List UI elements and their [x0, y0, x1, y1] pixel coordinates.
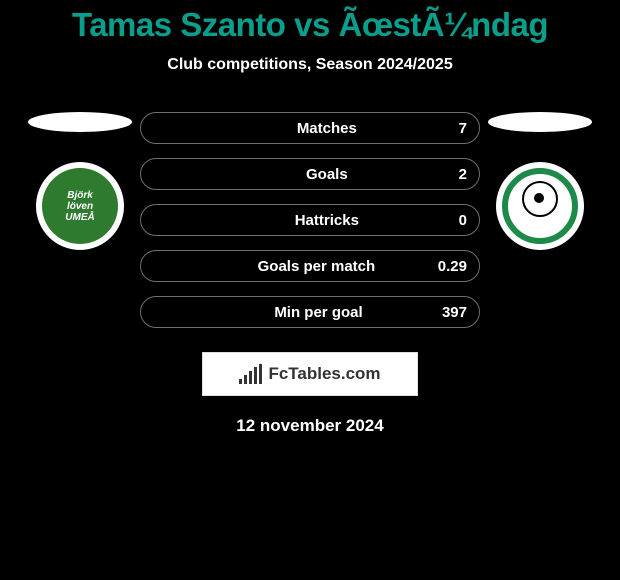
player-right-avatar	[488, 112, 592, 132]
stat-value-right: 0.29	[438, 258, 467, 275]
stat-row-matches: Matches 7	[140, 112, 480, 144]
club-badge-left-text-3: UMEÅ	[65, 212, 94, 223]
stat-label: Goals	[306, 166, 348, 183]
player-left-avatar	[28, 112, 132, 132]
club-badge-left-text-1: Björk	[67, 190, 93, 201]
stat-row-goals-per-match: Goals per match 0.29	[140, 250, 480, 282]
brand-chart-icon	[239, 364, 262, 384]
date-label: 12 november 2024	[0, 416, 620, 436]
stat-label: Goals per match	[258, 258, 376, 275]
football-icon	[522, 181, 558, 217]
page-title: Tamas Szanto vs ÃœstÃ¼ndag	[0, 0, 620, 44]
stat-label: Min per goal	[274, 304, 362, 321]
subtitle: Club competitions, Season 2024/2025	[0, 56, 620, 74]
comparison-row: Björk löven UMEÅ Matches 7 Goals 2 Hattr…	[0, 112, 620, 328]
stat-value-right: 7	[459, 120, 467, 137]
stat-value-right: 397	[442, 304, 467, 321]
stat-row-min-per-goal: Min per goal 397	[140, 296, 480, 328]
stat-value-right: 2	[459, 166, 467, 183]
stat-row-goals: Goals 2	[140, 158, 480, 190]
stat-label: Hattricks	[295, 212, 359, 229]
club-badge-right	[496, 162, 584, 250]
right-player-col	[480, 112, 600, 250]
stat-value-right: 0	[459, 212, 467, 229]
brand-badge: FcTables.com	[202, 352, 418, 396]
stat-row-hattricks: Hattricks 0	[140, 204, 480, 236]
stats-list: Matches 7 Goals 2 Hattricks 0 Goals per …	[140, 112, 480, 328]
stat-label: Matches	[297, 120, 357, 137]
brand-text: FcTables.com	[268, 364, 380, 384]
club-badge-left-text-2: löven	[67, 201, 93, 212]
club-badge-left: Björk löven UMEÅ	[36, 162, 124, 250]
left-player-col: Björk löven UMEÅ	[20, 112, 140, 250]
